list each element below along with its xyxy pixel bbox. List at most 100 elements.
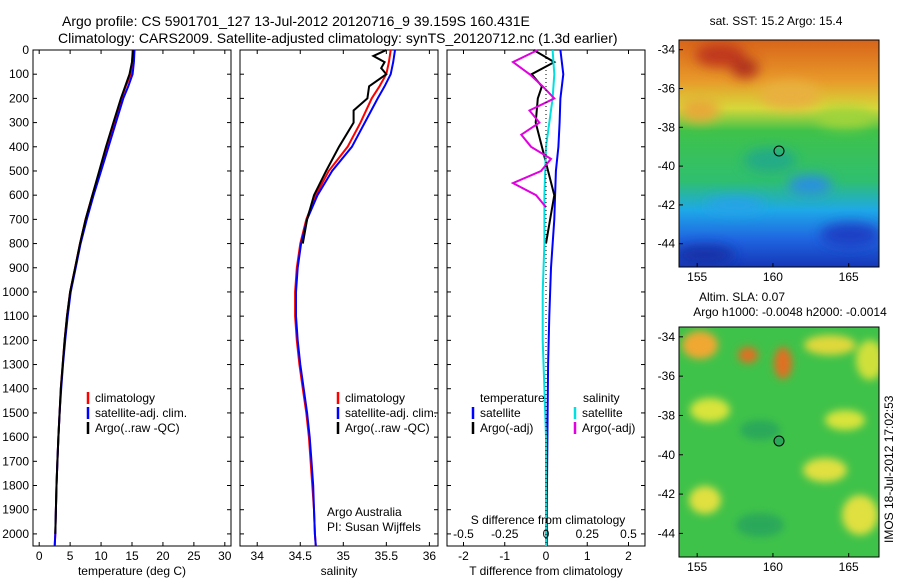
depth-tick-label: 900 xyxy=(9,261,29,275)
x-tick-label: -2 xyxy=(458,549,469,563)
sla-frame xyxy=(678,326,880,558)
lat-tick-label: -44 xyxy=(658,237,676,251)
s-tick-label: -0.25 xyxy=(491,527,519,541)
lat-tick-label: -36 xyxy=(658,369,676,383)
x-tick-label: 0 xyxy=(36,549,43,563)
t-difference-xlabel: T difference from climatology xyxy=(469,564,623,578)
lat-tick-label: -44 xyxy=(658,526,676,540)
lon-tick-label: 155 xyxy=(687,560,707,574)
series-line-satellite-adj-clim- xyxy=(53,49,136,547)
depth-tick-label: 1000 xyxy=(2,285,29,299)
legend-title-salinity: salinity xyxy=(583,391,620,405)
sla-title: Altim. SLA: 0.07 xyxy=(699,290,785,304)
lat-tick-label: -40 xyxy=(658,159,676,173)
depth-tick-label: 700 xyxy=(9,212,29,226)
s-tick-label: 0 xyxy=(543,527,550,541)
depth-tick-label: 800 xyxy=(9,237,29,251)
lon-tick-label: 165 xyxy=(839,270,859,284)
annotation-line1: Argo Australia xyxy=(327,505,402,519)
salinity-plot: 34 34.5 35 35.5 36 xyxy=(251,49,437,563)
depth-tick-label: 200 xyxy=(9,91,29,105)
series-line-climatology xyxy=(53,49,134,547)
sst-frame xyxy=(678,39,880,268)
x-tick-label: 0 xyxy=(543,549,550,563)
x-tick-label: 34.5 xyxy=(289,549,313,563)
depth-tick-label: 1800 xyxy=(2,479,29,493)
lon-tick-label: 160 xyxy=(763,560,783,574)
depth-tick-label: 300 xyxy=(9,116,29,130)
depth-tick-label: 600 xyxy=(9,188,29,202)
s-tick-label: 0.5 xyxy=(620,527,637,541)
sla-subtitle: Argo h1000: -0.0048 h2000: -0.0014 xyxy=(693,305,887,319)
x-tick-label: 30 xyxy=(218,549,232,563)
depth-tick-label: 1500 xyxy=(2,406,29,420)
legend-label: climatology xyxy=(95,391,155,405)
temperature-panel xyxy=(32,49,232,547)
x-tick-label: 2 xyxy=(625,549,632,563)
figure-subtitle: Climatology: CARS2009. Satellite-adjuste… xyxy=(58,30,618,46)
temperature-legend: climatology satellite-adj. clim. Argo(..… xyxy=(86,391,187,435)
temperature-xlabel: temperature (deg C) xyxy=(78,564,186,578)
sst-title: sat. SST: 15.2 Argo: 15.4 xyxy=(710,14,843,28)
depth-tick-label: 1700 xyxy=(2,454,29,468)
argo-position-marker xyxy=(773,145,785,157)
x-tick-label: 35 xyxy=(337,549,351,563)
depth-tick-label: 1400 xyxy=(2,382,29,396)
sla-axes: 155 160 165 -34 -36 -38 -40 -42 -44 xyxy=(658,330,859,574)
x-tick-label: 35.5 xyxy=(375,549,399,563)
legend-label: satellite-adj. clim. xyxy=(345,406,437,420)
depth-tick-label: 1600 xyxy=(2,430,29,444)
annotation-line2: PI: Susan Wijffels xyxy=(327,520,421,534)
depth-tick-label: 400 xyxy=(9,140,29,154)
x-tick-label: 5 xyxy=(67,549,74,563)
lat-tick-label: -34 xyxy=(658,43,676,57)
x-tick-label: 1 xyxy=(584,549,591,563)
lat-tick-label: -38 xyxy=(658,120,676,134)
legend-label: climatology xyxy=(345,391,405,405)
difference-plot: -2 -1 0 1 2 -0.5 -0.25 0 0.25 0.5 xyxy=(453,49,637,563)
legend-label: Argo(-adj) xyxy=(582,421,635,435)
depth-tick-label: 1300 xyxy=(2,358,29,372)
lat-tick-label: -34 xyxy=(658,330,676,344)
legend-label: satellite xyxy=(582,406,623,420)
s-tick-label: 0.25 xyxy=(576,527,600,541)
series-line-argo-raw-qc- xyxy=(301,49,388,244)
series-line-argo-adj- xyxy=(510,49,556,208)
lat-tick-label: -42 xyxy=(658,487,676,501)
series-line-argo-adj- xyxy=(530,49,557,244)
lat-tick-label: -36 xyxy=(658,82,676,96)
legend-title-temperature: temperature xyxy=(480,391,545,405)
x-tick-label: 25 xyxy=(187,549,201,563)
legend-label: Argo(..raw -QC) xyxy=(95,421,180,435)
lon-tick-label: 165 xyxy=(839,560,859,574)
x-tick-label: 34 xyxy=(251,549,265,563)
salinity-legend: climatology satellite-adj. clim. Argo(..… xyxy=(327,391,437,534)
sst-map xyxy=(679,40,879,267)
legend-label: satellite-adj. clim. xyxy=(95,406,187,420)
temperature-plot: 0 5 10 15 20 25 30 xyxy=(36,49,232,563)
sst-axes: 155 160 165 -34 -36 -38 -40 -42 -44 xyxy=(658,43,859,284)
lon-tick-label: 160 xyxy=(763,270,783,284)
series-line-climatology xyxy=(294,49,392,547)
sla-map xyxy=(679,327,879,557)
salinity-xlabel: salinity xyxy=(321,564,358,578)
s-difference-label: S difference from climatology xyxy=(471,513,626,527)
lat-tick-label: -38 xyxy=(658,408,676,422)
argo-position-marker xyxy=(773,435,785,447)
x-tick-label: 36 xyxy=(423,549,437,563)
x-tick-label: 10 xyxy=(94,549,108,563)
legend-label: Argo(-adj) xyxy=(480,421,533,435)
x-tick-label: 20 xyxy=(156,549,170,563)
depth-tick-label: 2000 xyxy=(2,527,29,541)
x-tick-label: 15 xyxy=(125,549,139,563)
difference-legend: temperature salinity satellite Argo(-adj… xyxy=(471,391,635,435)
lat-tick-label: -40 xyxy=(658,448,676,462)
s-tick-label: -0.5 xyxy=(453,527,474,541)
series-line-satellite xyxy=(541,49,556,546)
legend-label: Argo(..raw -QC) xyxy=(345,421,430,435)
depth-tick-label: 1100 xyxy=(3,309,29,323)
legend-label: satellite xyxy=(480,406,521,420)
lat-tick-label: -42 xyxy=(658,198,676,212)
x-tick-label: -1 xyxy=(499,549,510,563)
